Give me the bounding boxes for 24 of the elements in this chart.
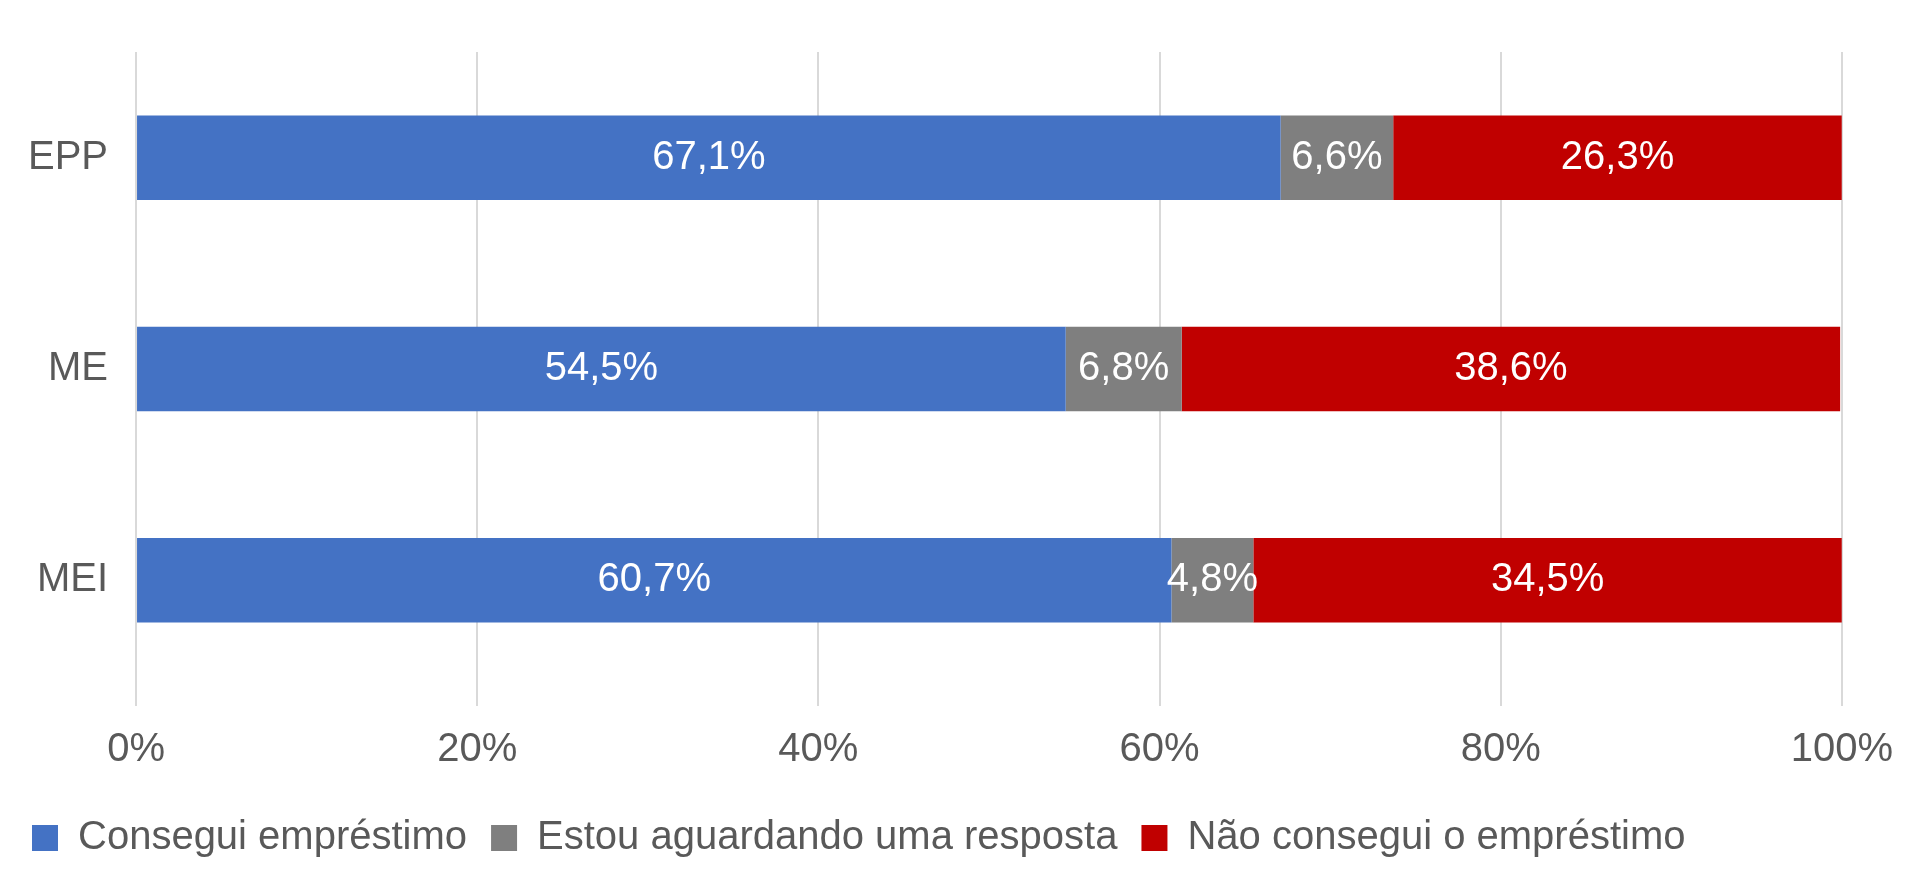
data-label: 38,6% [1454,344,1568,389]
data-label: 67,1% [652,132,766,177]
data-label: 26,3% [1560,132,1675,177]
x-tick-label: 40% [778,725,859,770]
x-tick-label: 60% [1119,725,1200,770]
y-tick-label: EPP [27,132,109,177]
legend-label: Não consegui o empréstimo [1187,813,1686,858]
bar [1181,326,1841,412]
legend-label: Consegui empréstimo [78,813,468,858]
data-label: 34,5% [1490,555,1605,600]
data-label: 6,8% [1078,344,1170,389]
x-tick-label: 20% [437,725,518,770]
legend-label: Estou aguardando uma resposta [537,813,1119,858]
bar [137,115,1281,200]
data-label: 60,7% [597,555,711,600]
x-tick-label: 100% [1790,725,1893,770]
data-label: 54,5% [544,344,659,389]
x-tick-label: 0% [107,725,165,770]
y-tick-label: MEI [36,555,109,600]
bar [137,326,1066,412]
bar [1393,115,1842,200]
data-label: 6,6% [1291,132,1383,177]
y-tick-label: ME [48,344,109,389]
x-tick-label: 80% [1460,725,1541,770]
